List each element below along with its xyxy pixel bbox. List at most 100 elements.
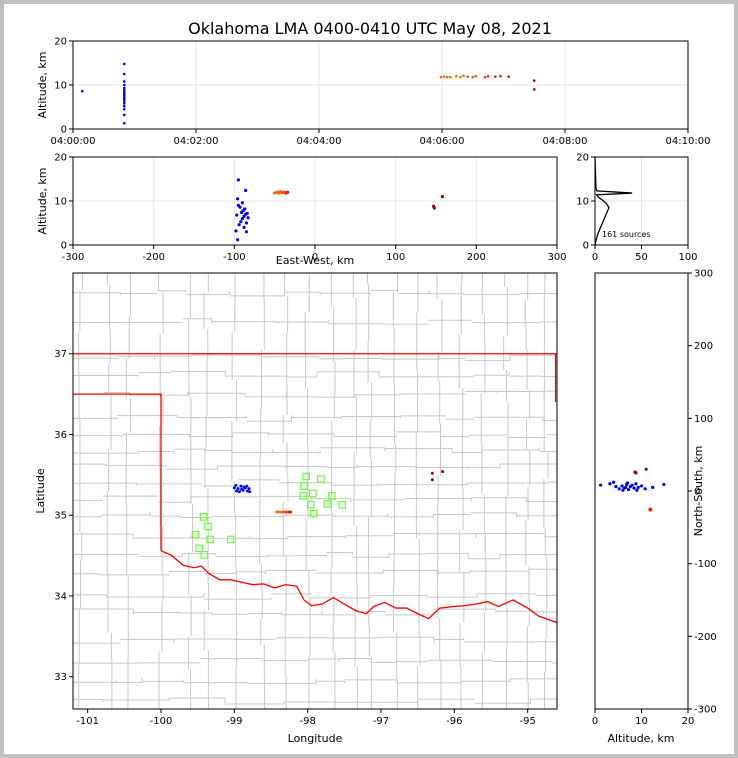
source-point	[122, 88, 126, 92]
source-count-annotation: 161 sources	[602, 230, 651, 239]
source-point	[494, 75, 497, 78]
source-point	[630, 483, 634, 487]
north-south-ytick: 100	[694, 414, 713, 425]
source-point	[122, 99, 126, 103]
source-point	[626, 487, 631, 492]
source-point	[486, 74, 490, 78]
time-height-ytick: 10	[54, 81, 67, 92]
time-height-xtick: 04:10:00	[666, 136, 711, 147]
source-point	[278, 510, 282, 514]
time-height-panel: 04:00:00 04:02:00 04:04:00 04:06:00 04:08:00…	[36, 37, 710, 148]
source-point	[248, 490, 252, 494]
source-point	[275, 510, 279, 514]
source-point	[122, 104, 126, 108]
lma-station-marker	[200, 550, 209, 559]
source-point	[651, 485, 655, 489]
north-south-ytick: -200	[694, 632, 717, 643]
east-west-xlabel: East-West, km	[276, 254, 354, 267]
north-south-ytick: 0	[694, 487, 700, 498]
source-point	[244, 221, 249, 225]
source-point	[532, 79, 536, 82]
north-south-ytick: -300	[694, 705, 717, 716]
source-point	[634, 471, 638, 475]
source-point	[239, 484, 243, 488]
north-south-xtick: 20	[682, 716, 695, 727]
time-height-xtick: 04:02:00	[174, 136, 219, 147]
figure-frame: Oklahoma LMA 0400-0410 UTC May 08, 2021 …	[4, 4, 734, 754]
source-point	[235, 213, 239, 217]
altitude-histogram-panel: 0 50 100 0 10 20 161 sources	[576, 153, 697, 264]
lma-station-marker	[206, 535, 214, 544]
lma-station-marker	[299, 492, 308, 500]
source-point	[239, 220, 243, 224]
source-point	[644, 467, 648, 471]
source-point	[483, 75, 487, 79]
source-point	[236, 487, 240, 491]
histogram-xtick: 50	[635, 252, 648, 263]
source-point	[246, 216, 250, 220]
plan-view-xtick: -97	[373, 716, 389, 727]
source-point	[632, 486, 636, 490]
source-point	[462, 74, 465, 78]
source-point	[648, 507, 652, 511]
source-point	[273, 191, 277, 195]
source-point	[245, 484, 249, 488]
east-west-xtick: -100	[223, 252, 246, 263]
time-height-ylabel: Altitude, km	[36, 51, 49, 118]
source-point	[242, 485, 246, 489]
source-point	[612, 480, 616, 484]
source-point	[432, 206, 436, 210]
source-point	[240, 487, 244, 491]
source-point	[244, 230, 249, 234]
lma-station-marker	[317, 475, 325, 483]
lma-station-marker	[306, 500, 315, 509]
source-point	[507, 75, 510, 78]
source-point	[621, 488, 625, 492]
east-west-xtick: -300	[62, 252, 85, 263]
plan-view-xtick: -100	[150, 716, 173, 727]
plan-view-ytick: 37	[54, 349, 67, 360]
state-borders	[73, 353, 557, 624]
source-point	[608, 482, 612, 486]
source-point	[235, 238, 240, 242]
source-point	[499, 74, 502, 78]
source-point	[448, 75, 452, 79]
source-point	[237, 490, 241, 494]
source-point	[643, 487, 647, 491]
source-point	[122, 121, 126, 125]
plan-view-xtick: -96	[446, 716, 462, 727]
source-point	[466, 75, 469, 78]
histogram-ytick: 10	[576, 197, 589, 208]
source-point	[236, 203, 240, 207]
north-south-xtick: 0	[592, 716, 598, 727]
source-point	[459, 75, 462, 79]
time-height-xtick: 04:04:00	[297, 136, 342, 147]
lma-station-marker	[199, 513, 208, 521]
source-point	[237, 223, 241, 227]
source-point	[280, 191, 284, 195]
lma-station-marker	[338, 500, 346, 509]
source-point	[122, 107, 126, 111]
lma-station-marker	[300, 482, 308, 490]
north-south-ytick: 200	[694, 341, 713, 352]
lma-station-marker	[328, 492, 336, 500]
east-west-ytick: 20	[54, 153, 67, 164]
source-point	[614, 485, 618, 489]
north-south-ylabel: North-South, km	[692, 446, 705, 537]
altitude-histogram-line	[594, 156, 633, 246]
source-point	[440, 195, 445, 199]
north-south-xtick: 10	[635, 716, 648, 727]
histogram-xtick: 0	[592, 252, 598, 263]
plan-view-xtick: -95	[519, 716, 535, 727]
time-height-xtick: 04:08:00	[543, 136, 588, 147]
source-point	[445, 75, 449, 79]
source-point	[240, 217, 244, 221]
time-height-ytick: 0	[61, 125, 67, 136]
east-west-xtick: 100	[386, 252, 405, 263]
time-height-ytick: 20	[54, 37, 67, 48]
figure-title: Oklahoma LMA 0400-0410 UTC May 08, 2021	[188, 19, 552, 38]
plan-view-xtick: -101	[76, 716, 99, 727]
source-point	[430, 478, 434, 482]
source-point	[639, 484, 644, 488]
east-west-xtick: 200	[467, 252, 486, 263]
